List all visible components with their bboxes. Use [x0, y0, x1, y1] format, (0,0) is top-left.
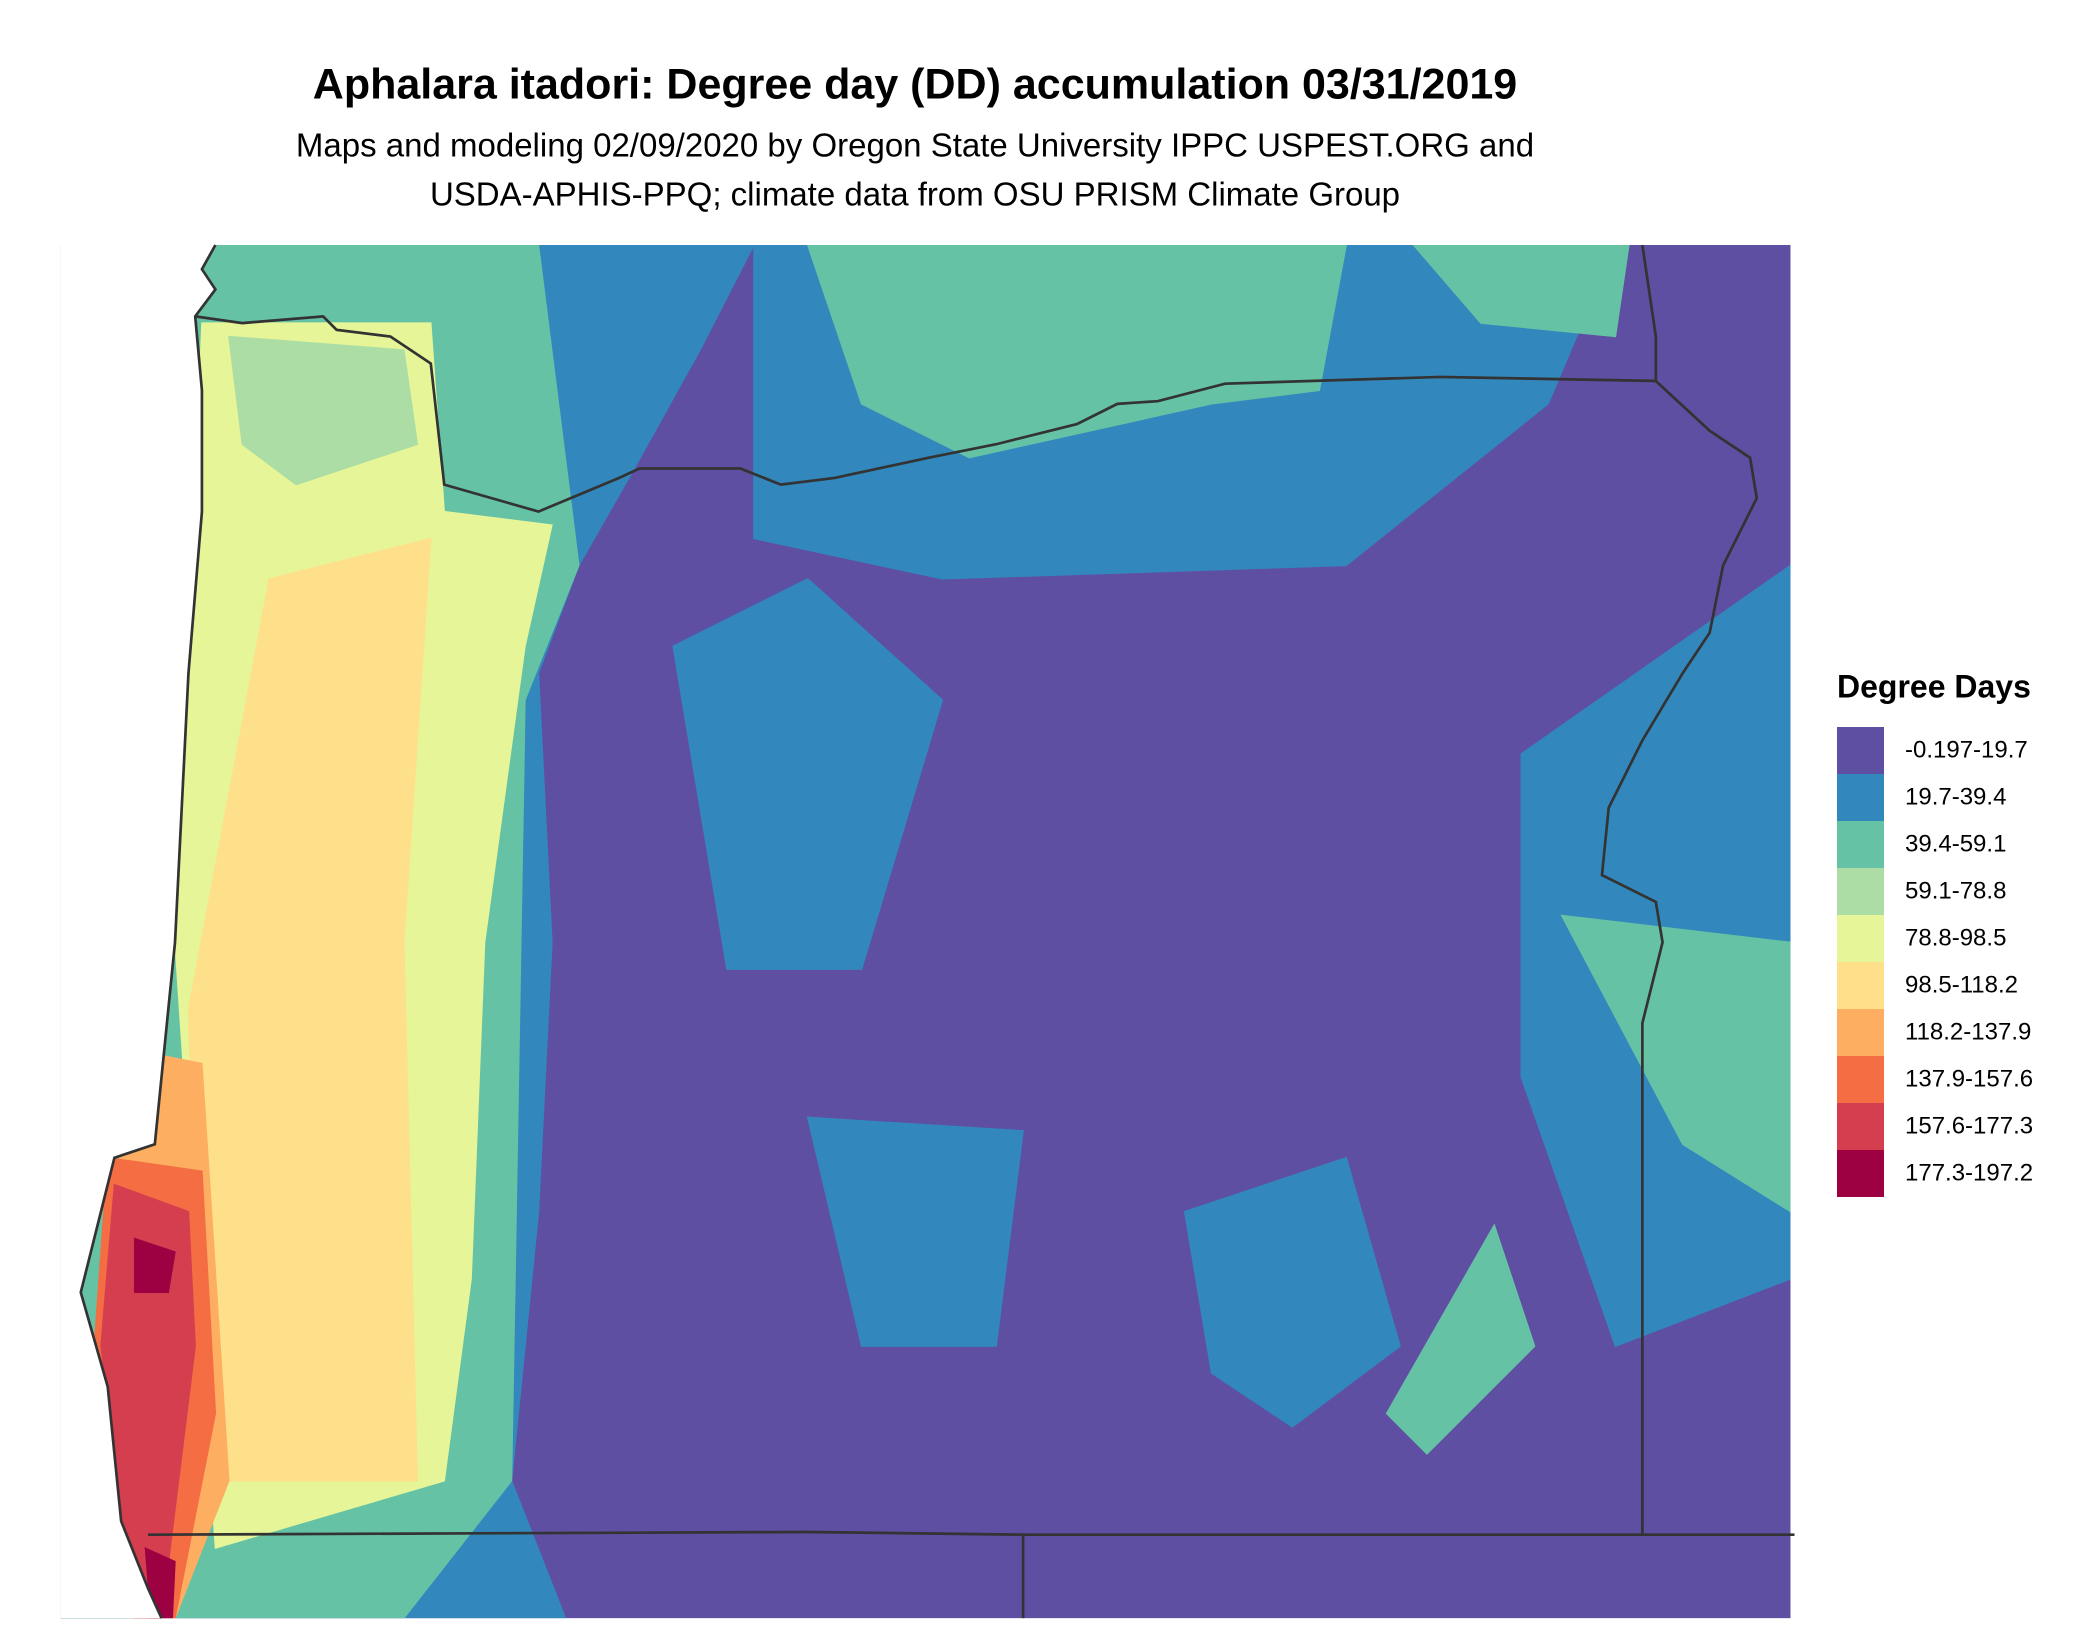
ocean — [60, 245, 216, 1619]
legend-label: 59.1-78.8 — [1905, 877, 2006, 904]
legend-swatch — [1837, 774, 1884, 821]
map — [60, 245, 1791, 1619]
state-border — [1600, 244, 1759, 1535]
climate-zone — [100, 1183, 196, 1619]
legend-title: Degree Days — [1837, 668, 2031, 704]
legend-label: -0.197-19.7 — [1905, 736, 2028, 763]
climate-zone — [1385, 1223, 1536, 1455]
legend-label: 78.8-98.5 — [1905, 924, 2006, 951]
legend-swatch — [1837, 915, 1884, 962]
legend-label: 137.9-157.6 — [1905, 1065, 2033, 1092]
climate-zone — [806, 1116, 1024, 1347]
legend-swatch — [1837, 1150, 1884, 1197]
legend-swatch — [1837, 1009, 1884, 1056]
title: Aphalara itadori: Degree day (DD) accumu… — [313, 60, 1517, 108]
legend: -0.197-19.7 19.7-39.4 39.4-59.1 59.1-78.8 78… — [1837, 727, 2033, 1197]
state-border — [195, 314, 1656, 513]
legend-swatch — [1837, 868, 1884, 915]
legend-label: 157.6-177.3 — [1905, 1112, 2033, 1139]
legend-label: 118.2-137.9 — [1905, 1018, 2031, 1045]
subtitle: Maps and modeling 02/09/2020 by Oregon S… — [296, 127, 1534, 164]
coastline — [79, 244, 218, 1619]
legend-label: 39.4-59.1 — [1905, 830, 2006, 857]
climate-zone — [187, 537, 432, 1482]
legend-swatch — [1837, 962, 1884, 1009]
legend-label: 98.5-118.2 — [1905, 971, 2018, 998]
state-border — [148, 1530, 1795, 1537]
climate-zone — [672, 578, 944, 970]
legend-label: 19.7-39.4 — [1905, 783, 2006, 810]
climate-zone — [133, 1237, 176, 1294]
climate-zone — [1412, 245, 1630, 338]
climate-zone — [228, 335, 419, 486]
climate-zone — [807, 245, 1347, 459]
legend-swatch — [1837, 1103, 1884, 1150]
legend-label: 177.3-197.2 — [1905, 1159, 2033, 1186]
legend-swatch — [1837, 1056, 1884, 1103]
climate-zone — [1183, 1156, 1401, 1428]
legend-swatch — [1837, 821, 1884, 868]
subtitle: USDA-APHIS-PPQ; climate data from OSU PR… — [430, 176, 1400, 213]
legend-swatch — [1837, 727, 1884, 774]
borders — [79, 244, 1795, 1619]
